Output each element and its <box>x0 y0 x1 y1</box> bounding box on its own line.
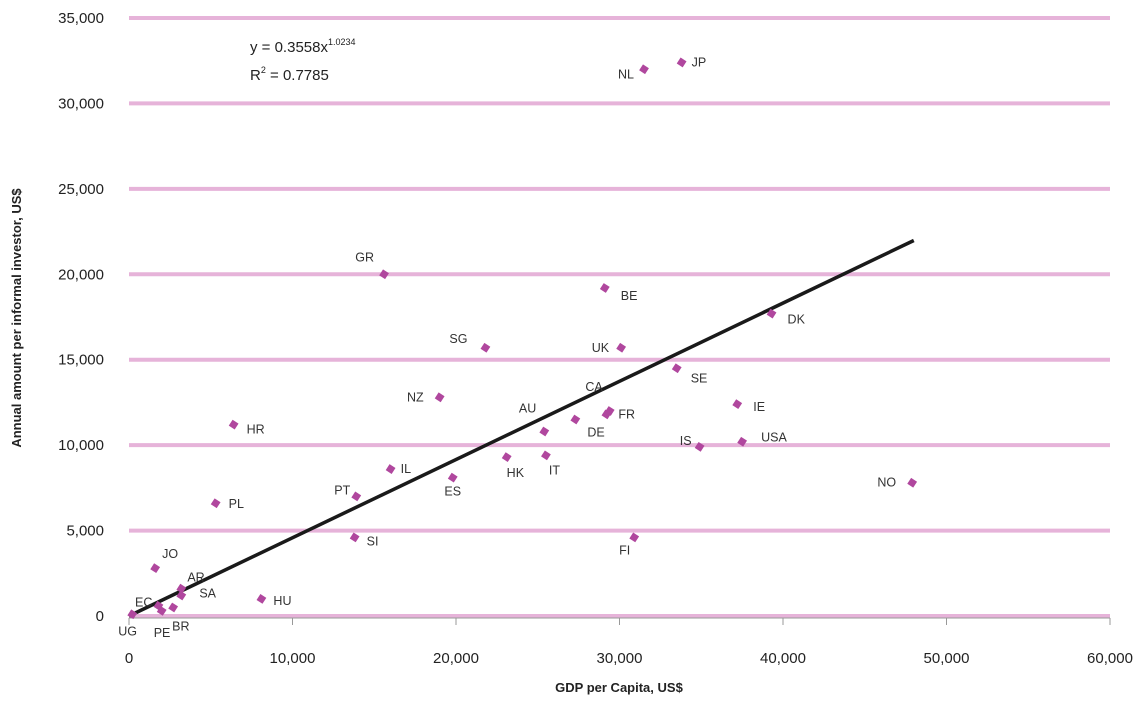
point-label: USA <box>761 431 787 445</box>
data-point <box>210 498 221 509</box>
data-point <box>737 436 748 447</box>
data-point <box>379 269 389 280</box>
x-axis-ticks: 0 10,000 20,000 30,000 40,000 50,000 60,000 <box>125 618 1133 667</box>
x-tick-label: 30,000 <box>597 650 643 667</box>
point-label: SI <box>367 534 379 548</box>
x-tick-label: 50,000 <box>924 650 970 667</box>
point-label: AR <box>187 571 204 585</box>
point-label: UK <box>592 341 610 355</box>
data-point <box>176 590 187 601</box>
point-label: HK <box>507 466 525 480</box>
x-tick-label: 60,000 <box>1087 650 1133 667</box>
data-point <box>676 57 687 68</box>
data-point <box>150 563 161 574</box>
data-point <box>541 450 551 461</box>
point-label: ES <box>444 485 461 499</box>
r-squared: R2 = 0.7785 <box>250 65 329 84</box>
data-point <box>256 594 267 604</box>
data-point <box>501 452 512 462</box>
data-point <box>570 414 581 425</box>
point-label: NZ <box>407 390 424 404</box>
point-label: CA <box>585 380 603 394</box>
data-point <box>766 308 777 319</box>
data-point <box>732 399 743 410</box>
point-label: HR <box>247 423 265 437</box>
point-label: FI <box>619 543 630 557</box>
point-label: SE <box>691 371 708 385</box>
data-point <box>639 64 649 75</box>
y-tick-label: 35,000 <box>58 10 104 27</box>
point-label: EC <box>135 596 152 610</box>
data-point <box>385 464 396 474</box>
y-axis-ticks: 0 5,000 10,000 15,000 20,000 25,000 30,000 35,0… <box>58 10 104 625</box>
y-tick-label: 20,000 <box>58 266 104 283</box>
point-label: IS <box>680 434 692 448</box>
point-label: PT <box>334 483 350 497</box>
data-point <box>168 602 179 613</box>
point-label: JP <box>692 55 707 69</box>
y-tick-label: 15,000 <box>58 352 104 369</box>
data-points <box>127 57 918 620</box>
point-label: BR <box>172 619 189 633</box>
data-point <box>127 609 138 620</box>
data-point <box>176 583 187 594</box>
point-label: NO <box>877 476 896 490</box>
point-label: JO <box>162 547 178 561</box>
data-point <box>434 392 445 403</box>
data-point <box>447 472 458 483</box>
point-labels: JP NL GR BE DK SG UK SE NZ IE CA FR DE HR AU USA IS IT HK I… <box>118 55 896 639</box>
gridlines <box>129 16 1110 618</box>
x-tick-label: 20,000 <box>433 650 479 667</box>
point-label: DE <box>587 426 604 440</box>
point-label: SG <box>449 332 467 346</box>
data-point <box>349 532 360 543</box>
point-label: IT <box>549 463 560 477</box>
data-point <box>351 491 362 502</box>
trend-equation: y = 0.3558x1.0234 <box>250 37 356 56</box>
point-label: SA <box>199 586 216 600</box>
point-label: BE <box>621 289 638 303</box>
data-point <box>156 605 167 616</box>
data-point <box>907 477 918 488</box>
x-axis-title: GDP per Capita, US$ <box>555 680 683 695</box>
point-label: AU <box>519 401 536 415</box>
data-point <box>616 342 627 353</box>
point-label: IE <box>753 400 765 414</box>
point-label: HU <box>273 594 291 608</box>
data-point <box>671 363 682 374</box>
y-axis-title: Annual amount per informal investor, US$ <box>9 188 24 448</box>
point-label: NL <box>618 67 634 81</box>
y-tick-label: 10,000 <box>58 437 104 454</box>
data-point <box>480 342 491 353</box>
point-label: UG <box>118 624 137 638</box>
point-label: IL <box>401 462 411 476</box>
point-label: DK <box>788 313 806 327</box>
data-point <box>629 532 640 543</box>
data-point <box>601 409 612 420</box>
y-tick-label: 5,000 <box>66 523 104 540</box>
point-label: GR <box>355 250 374 264</box>
x-tick-label: 40,000 <box>760 650 806 667</box>
trendline <box>128 238 915 618</box>
data-point <box>599 283 610 293</box>
data-point <box>694 441 705 452</box>
data-point <box>228 419 239 430</box>
data-point <box>539 426 550 437</box>
x-tick-label: 0 <box>125 650 133 667</box>
y-tick-label: 25,000 <box>58 181 104 198</box>
point-label: PL <box>229 497 244 511</box>
point-label: PE <box>154 626 171 640</box>
y-tick-label: 30,000 <box>58 95 104 112</box>
x-tick-label: 10,000 <box>270 650 316 667</box>
point-label: FR <box>618 407 635 421</box>
y-tick-label: 0 <box>96 608 104 625</box>
